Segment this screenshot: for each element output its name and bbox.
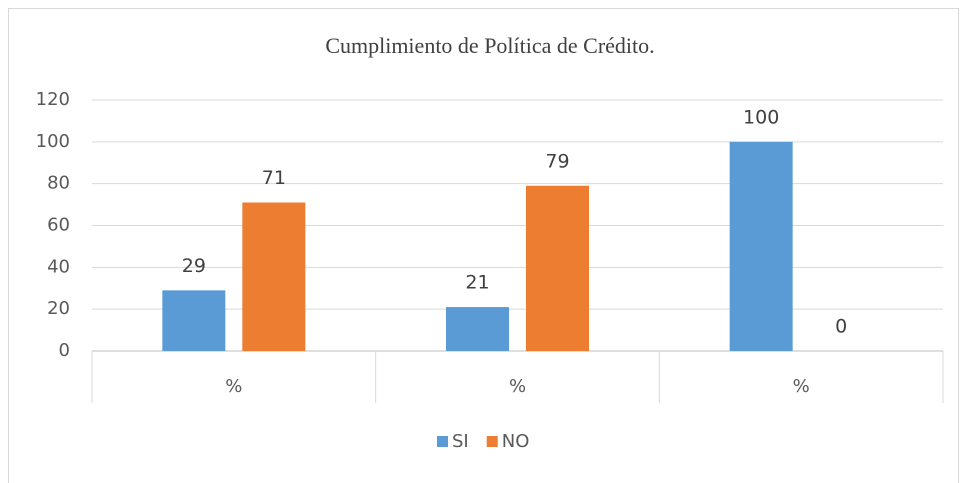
x-tick-label: % (509, 376, 526, 397)
data-label: 79 (545, 150, 569, 172)
legend-label: NO (502, 431, 530, 452)
y-tick-label: 20 (47, 298, 70, 319)
y-tick-label: 40 (47, 256, 70, 277)
bar (526, 185, 589, 351)
y-tick-label: 60 (47, 215, 70, 236)
bar (242, 202, 306, 351)
data-label: 29 (182, 255, 206, 277)
legend-label: SI (452, 431, 469, 452)
data-label: 100 (743, 106, 779, 128)
data-label: 71 (262, 167, 286, 189)
bar (162, 290, 226, 351)
y-tick-label: 100 (36, 131, 70, 152)
y-tick-label: 120 (36, 89, 70, 110)
chart-border (8, 8, 959, 483)
y-tick-label: 0 (59, 340, 70, 361)
bar (446, 307, 509, 351)
x-tick-label: % (793, 376, 810, 397)
legend-swatch (437, 436, 448, 447)
bar (729, 141, 793, 351)
data-label: 21 (465, 272, 489, 294)
legend-swatch (486, 436, 498, 447)
x-tick-label: % (225, 376, 242, 397)
y-tick-label: 80 (47, 173, 70, 194)
chart-title: Cumplimiento de Política de Crédito. (325, 33, 654, 58)
data-label: 0 (835, 316, 847, 338)
